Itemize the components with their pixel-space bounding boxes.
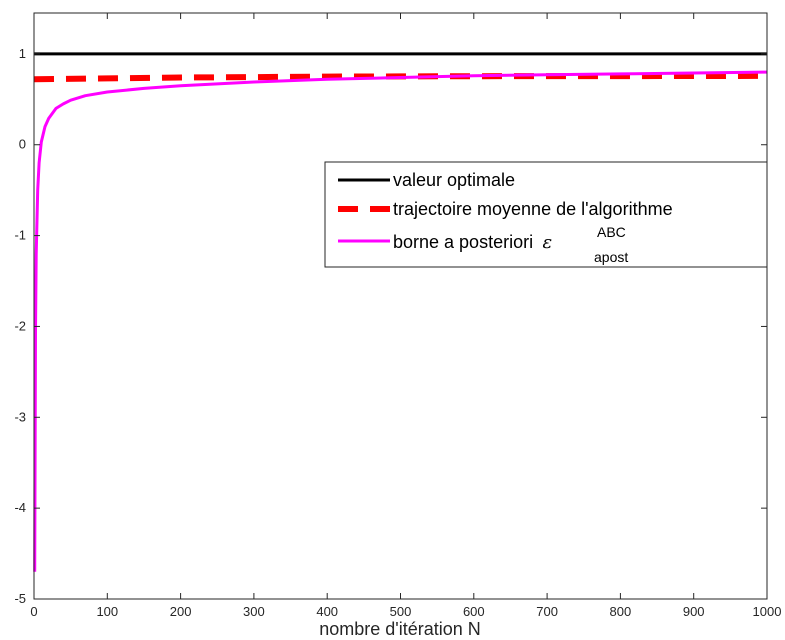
x-tick-label: 200	[170, 604, 192, 619]
y-tick-label: -2	[14, 318, 26, 333]
legend-box	[324, 161, 768, 268]
legend-label-superscript: ABC	[597, 224, 626, 240]
y-tick-label: -1	[14, 228, 26, 243]
x-tick-label: 300	[243, 604, 265, 619]
x-tick-label: 0	[30, 604, 37, 619]
legend-label-borne-prefix: borne a posteriori	[393, 232, 533, 252]
series-layer	[33, 52, 768, 572]
y-tick-label: -5	[14, 591, 26, 606]
legend-label-borne-a-posteriori: borne a posteriori ε	[393, 232, 552, 253]
x-axis-title: nombre d'itération N	[319, 619, 481, 639]
legend-label-valeur-optimale: valeur optimale	[393, 170, 515, 190]
x-tick-label: 700	[536, 604, 558, 619]
x-tick-label: 500	[390, 604, 412, 619]
x-tick-label: 1000	[753, 604, 782, 619]
legend-label-trajectoire-moyenne: trajectoire moyenne de l'algorithme	[393, 199, 673, 219]
legend: valeur optimale trajectoire moyenne de l…	[324, 161, 768, 268]
plot-area	[34, 13, 767, 599]
x-tick-label: 800	[610, 604, 632, 619]
legend-label-subscript: apost	[594, 249, 628, 265]
y-tick-label: -4	[14, 500, 26, 515]
x-tick-label: 900	[683, 604, 705, 619]
x-tick-label: 600	[463, 604, 485, 619]
y-tick-label: -3	[14, 409, 26, 424]
legend-label-epsilon-symbol: ε	[543, 232, 553, 253]
y-tick-label: 1	[19, 46, 26, 61]
ticks-layer: 0 100 200 300 400 500 600 700 800 900 1000 -5 -4 -3 -2…	[14, 13, 781, 619]
x-tick-label: 400	[316, 604, 338, 619]
x-tick-label: 100	[96, 604, 118, 619]
y-tick-label: 0	[19, 137, 26, 152]
series-line-borne-a-posteriori	[33, 70, 768, 572]
